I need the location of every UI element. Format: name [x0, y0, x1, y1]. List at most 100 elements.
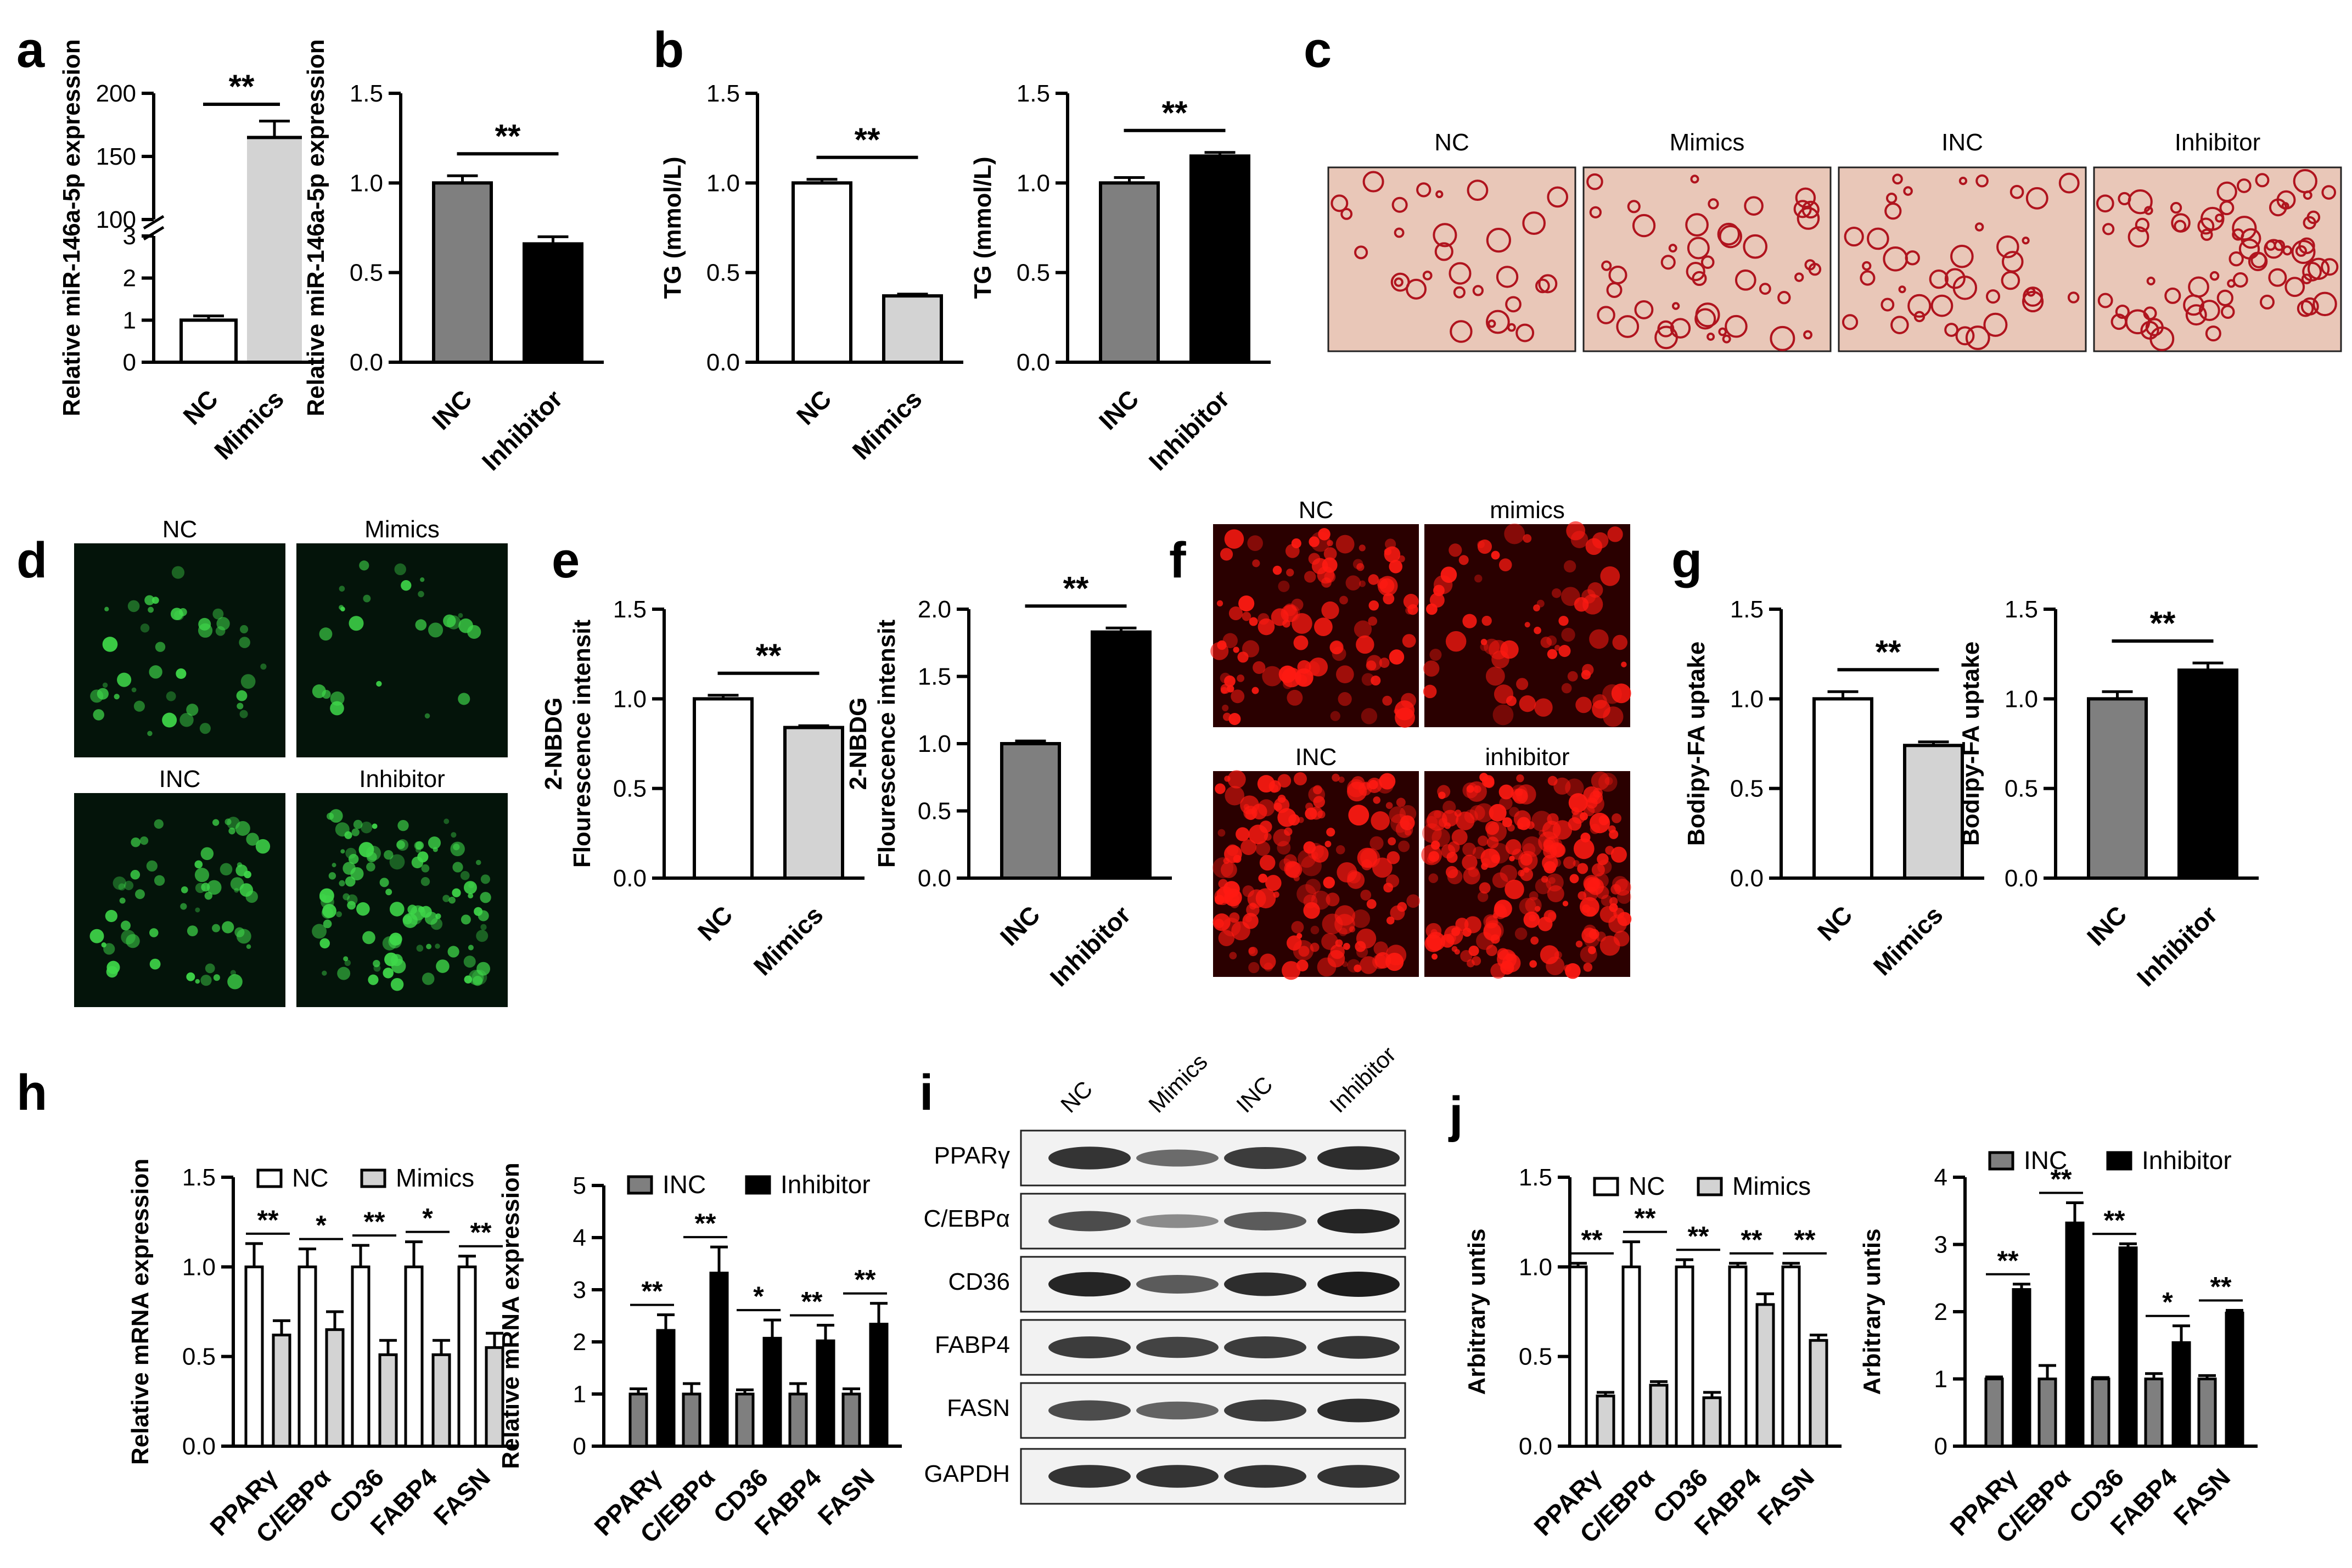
nbdg-cell-0-10: [179, 608, 187, 616]
oil-red-droplet-0-5: [1547, 186, 1569, 208]
oil-red-title-mimics: Mimics: [1669, 129, 1745, 156]
oil-red-droplet-1-30: [1803, 330, 1812, 340]
nbdg-cell-3-4: [360, 821, 373, 834]
h2-ytick-label-1: 1: [573, 1381, 586, 1408]
bodipy-cell-1-44: [1563, 560, 1576, 573]
j1-bar-1-3: [1755, 1303, 1775, 1448]
bodipy-cell-0-33: [1272, 565, 1282, 575]
oil-red-droplet-3-57: [2295, 245, 2308, 257]
bodipy-cell-1-58: [1458, 555, 1469, 565]
bodipy-image-2: [1213, 770, 1420, 980]
oil-red-droplet-2-15: [1983, 312, 2008, 337]
bodipy-cell-2-151: [1277, 795, 1286, 803]
nbdg-image-0: [74, 543, 285, 757]
bodipy-cell-3-216: [1512, 848, 1524, 860]
bodipy-cell-3-130: [1530, 936, 1539, 945]
western-lane-2: INC: [1231, 1071, 1277, 1117]
bodipy-cell-2-114: [1248, 947, 1255, 954]
bodipy-cell-3-165: [1485, 915, 1498, 929]
bodipy-cell-3-41: [1535, 878, 1552, 895]
g1-bar-0: [1812, 697, 1873, 880]
g2-cat-0: INC: [2081, 900, 2132, 951]
oil-red-droplet-3-53: [2197, 217, 2215, 235]
nbdg-cell-2-24: [213, 974, 220, 981]
nbdg-cell-2-41: [124, 880, 134, 890]
bodipy-cell-2-126: [1298, 946, 1310, 957]
bodipy-cell-3-120: [1538, 831, 1559, 852]
oil-red-droplet-0-11: [1496, 266, 1519, 288]
nbdg-cell-1-9: [458, 613, 463, 618]
h2-bar-0-3: [788, 1392, 808, 1448]
nbdg-cell-3-83: [480, 892, 491, 903]
nbdg-cell-3-57: [397, 819, 409, 831]
nbdg-title-inhibitor: Inhibitor: [359, 766, 445, 793]
nbdg-cell-2-53: [200, 847, 214, 861]
bodipy-cell-0-59: [1405, 606, 1413, 615]
oil-red-droplet-3-31: [2164, 287, 2181, 304]
nbdg-cell-3-102: [339, 880, 345, 887]
j1-cat-4: FASN: [1752, 1463, 1820, 1531]
bodipy-cell-3-90: [1609, 897, 1618, 906]
bodipy-image-3: [1421, 771, 1632, 979]
h2-bar-1-0: [656, 1329, 676, 1448]
bodipy-cell-3-178: [1591, 771, 1610, 790]
bodipy-cell-2-168: [1228, 893, 1239, 904]
bodipy-cell-3-46: [1479, 882, 1491, 894]
nbdg-title-mimics: Mimics: [364, 516, 440, 543]
bodipy-cell-2-157: [1298, 849, 1316, 868]
bodipy-cell-2-40: [1259, 855, 1276, 871]
nbdg-cell-3-77: [345, 876, 356, 887]
bodipy-cell-2-30: [1373, 796, 1380, 804]
nbdg-cell-3-60: [468, 945, 474, 951]
bodipy-cell-0-60: [1278, 665, 1296, 683]
bodipy-cell-2-72: [1264, 833, 1272, 841]
oil-red-droplet-3-58: [2321, 185, 2337, 200]
nbdg-cell-3-88: [451, 832, 457, 838]
nbdg-cell-3-105: [373, 959, 380, 968]
bodipy-cell-3-163: [1563, 856, 1576, 869]
bodipy-cell-3-212: [1583, 805, 1595, 817]
oil-red-droplet-1-44: [1717, 222, 1741, 246]
nbdg-cell-1-2: [424, 713, 430, 719]
western-band-2-3: [1317, 1272, 1400, 1297]
bodipy-cell-2-0: [1215, 783, 1226, 794]
oil-red-droplet-1-27: [1627, 200, 1641, 213]
nbdg-cell-1-21: [339, 586, 345, 592]
oil-red-droplet-3-12: [2209, 271, 2220, 281]
bodipy-cell-1-50: [1423, 684, 1437, 699]
e1-bar-1: [783, 726, 844, 880]
nbdg-cell-2-22: [204, 892, 212, 900]
bodipy-cell-2-105: [1355, 941, 1366, 952]
h1-bar-1-1: [325, 1328, 345, 1448]
bodipy-cell-1-63: [1600, 566, 1620, 586]
bodipy-cell-3-24: [1547, 885, 1564, 902]
bodipy-cell-3-54: [1462, 842, 1477, 857]
bodipy-cell-3-38: [1478, 835, 1489, 846]
h1-legend-label-1: Mimics: [396, 1164, 474, 1192]
bodipy-cell-3-196: [1617, 890, 1631, 904]
panel-label-j: j: [1449, 1087, 1463, 1143]
oil-red-droplet-2-17: [1867, 227, 1889, 250]
bodipy-title-mimics: mimics: [1490, 497, 1565, 524]
nbdg-cell-0-26: [237, 702, 244, 710]
bodipy-cell-3-117: [1568, 817, 1582, 831]
g2-ytick-label-3: 1.5: [2005, 596, 2038, 623]
nbdg-cell-2-14: [227, 974, 243, 990]
a2-sig-label: **: [495, 117, 521, 154]
bodipy-cell-3-127: [1430, 929, 1438, 936]
western-band-4-0: [1048, 1400, 1131, 1421]
nbdg-cell-3-26: [362, 931, 375, 945]
bodipy-cell-3-55: [1451, 829, 1468, 845]
nbdg-cell-0-31: [162, 712, 177, 728]
nbdg-cell-2-36: [236, 929, 251, 944]
nbdg-cell-3-9: [468, 893, 474, 899]
oil-red-droplet-3-62: [2183, 294, 2204, 316]
h1-cat-4: FASN: [428, 1463, 496, 1531]
oil-red-droplet-1-4: [1777, 291, 1791, 305]
bodipy-cell-0-71: [1335, 665, 1354, 684]
bodipy-cell-3-169: [1468, 866, 1479, 878]
western-protein-3: FABP4: [935, 1331, 1010, 1358]
bodipy-cell-1-49: [1574, 597, 1589, 612]
g2-sig-label: **: [2150, 605, 2176, 642]
